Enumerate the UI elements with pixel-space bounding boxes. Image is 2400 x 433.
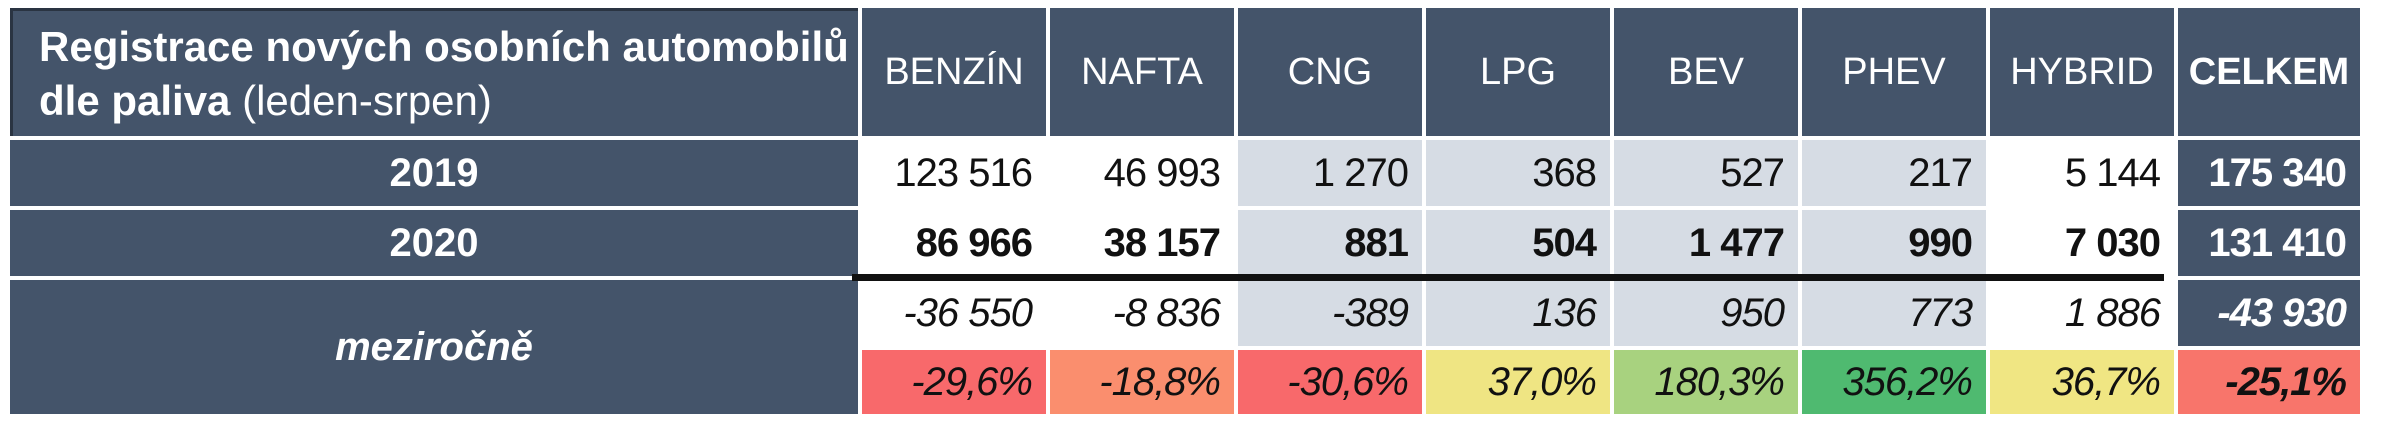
table-title-line1: Registrace nových osobních automobilů [39, 22, 849, 70]
cell-pct-benzin: -29,6% [862, 350, 1046, 414]
col-header-bev: BEV [1614, 8, 1798, 136]
col-header-benzin: BENZÍN [862, 8, 1046, 136]
cell-delta-hybrid: 1 886 [1990, 280, 2174, 346]
cell-2019-benzin: 123 516 [862, 140, 1046, 206]
cell-2020-lpg: 504 [1426, 210, 1610, 276]
cell-delta-phev: 773 [1802, 280, 1986, 346]
col-header-lpg: LPG [1426, 8, 1610, 136]
row-label-2020: 2020 [10, 210, 858, 276]
col-header-cng: CNG [1238, 8, 1422, 136]
cell-2019-phev: 217 [1802, 140, 1986, 206]
cell-2020-hybrid: 7 030 [1990, 210, 2174, 276]
cell-2020-nafta: 38 157 [1050, 210, 1234, 276]
table-title: Registrace nových osobních automobilů dl… [10, 8, 858, 136]
cell-2020-benzin: 86 966 [862, 210, 1046, 276]
cell-pct-phev: 356,2% [1802, 350, 1986, 414]
col-header-hybrid: HYBRID [1990, 8, 2174, 136]
cell-delta-benzin: -36 550 [862, 280, 1046, 346]
cell-delta-cng: -389 [1238, 280, 1422, 346]
col-header-nafta: NAFTA [1050, 8, 1234, 136]
cell-pct-nafta: -18,8% [1050, 350, 1234, 414]
cell-pct-cng: -30,6% [1238, 350, 1422, 414]
cell-delta-bev: 950 [1614, 280, 1798, 346]
table-title-line2: dle paliva (leden-srpen) [39, 76, 492, 124]
cell-2020-cng: 881 [1238, 210, 1422, 276]
cell-2019-celkem: 175 340 [2178, 140, 2360, 206]
col-header-phev: PHEV [1802, 8, 1986, 136]
cell-2020-phev: 990 [1802, 210, 1986, 276]
row-label-mezirocne: meziročně [10, 280, 858, 414]
cell-2019-hybrid: 5 144 [1990, 140, 2174, 206]
cell-delta-lpg: 136 [1426, 280, 1610, 346]
divider-line [852, 274, 2164, 281]
cell-delta-celkem: -43 930 [2178, 280, 2360, 346]
cell-2019-cng: 1 270 [1238, 140, 1422, 206]
cell-pct-lpg: 37,0% [1426, 350, 1610, 414]
registrations-table: Registrace nových osobních automobilů dl… [10, 8, 2360, 414]
col-header-celkem: CELKEM [2178, 8, 2360, 136]
cell-delta-nafta: -8 836 [1050, 280, 1234, 346]
cell-2019-nafta: 46 993 [1050, 140, 1234, 206]
cell-2019-bev: 527 [1614, 140, 1798, 206]
cell-pct-bev: 180,3% [1614, 350, 1798, 414]
cell-2019-lpg: 368 [1426, 140, 1610, 206]
row-label-2019: 2019 [10, 140, 858, 206]
cell-2020-celkem: 131 410 [2178, 210, 2360, 276]
cell-2020-bev: 1 477 [1614, 210, 1798, 276]
cell-pct-hybrid: 36,7% [1990, 350, 2174, 414]
cell-pct-celkem: -25,1% [2178, 350, 2360, 414]
